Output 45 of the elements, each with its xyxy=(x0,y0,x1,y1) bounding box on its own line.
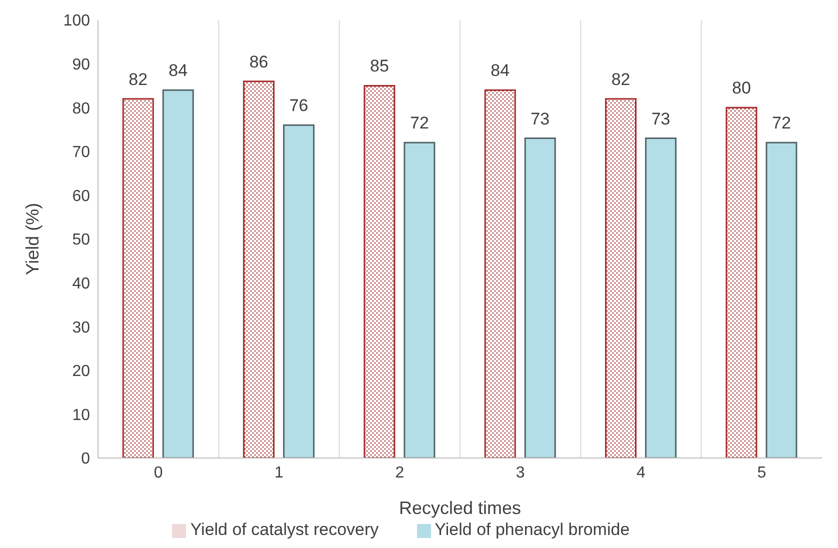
data-label: 73 xyxy=(651,109,670,128)
y-axis-title: Yield (%) xyxy=(22,202,42,276)
bar xyxy=(122,98,154,458)
y-tick-label: 80 xyxy=(72,100,90,118)
data-label: 76 xyxy=(289,96,308,116)
bar xyxy=(645,138,677,458)
x-axis-title: Recycled times xyxy=(398,498,522,518)
data-label: 80 xyxy=(732,78,751,98)
data-label: 85 xyxy=(370,56,389,76)
data-label: 72 xyxy=(772,114,791,133)
x-tick-label: 5 xyxy=(757,464,766,482)
data-label: 72 xyxy=(410,114,429,133)
data-label: 84 xyxy=(168,61,188,80)
data-label: 73 xyxy=(530,109,550,128)
legend-label: Yield of phenacyl bromide xyxy=(434,520,630,539)
bar xyxy=(243,80,275,458)
bar xyxy=(726,106,758,458)
y-tick-label: 90 xyxy=(72,56,90,74)
y-tick-label: 50 xyxy=(72,232,90,249)
data-label: 82 xyxy=(128,70,148,89)
x-tick-label: 0 xyxy=(154,464,163,482)
bar xyxy=(766,142,798,458)
y-tick-label: 100 xyxy=(63,12,90,30)
data-label: 82 xyxy=(611,70,630,89)
y-tick-label: 0 xyxy=(81,450,90,468)
x-tick-label: 4 xyxy=(636,464,646,482)
y-tick-label: 70 xyxy=(72,144,90,162)
y-tick-label: 20 xyxy=(72,363,90,380)
bar xyxy=(605,98,637,458)
data-label: 84 xyxy=(490,61,510,80)
bar xyxy=(364,84,396,458)
y-tick-label: 30 xyxy=(72,319,90,336)
y-tick-label: 60 xyxy=(72,188,90,205)
bar xyxy=(283,124,315,458)
bar xyxy=(524,138,556,458)
x-tick-label: 3 xyxy=(516,464,525,482)
bar xyxy=(162,89,194,458)
bar xyxy=(404,142,436,458)
data-label: 86 xyxy=(249,52,268,72)
x-tick-label: 2 xyxy=(395,464,404,482)
x-tick-label: 1 xyxy=(274,464,284,482)
y-tick-label: 40 xyxy=(72,275,90,292)
y-tick-label: 10 xyxy=(72,406,90,424)
legend-label: Yield of catalyst recovery xyxy=(190,520,379,539)
bar xyxy=(484,89,516,458)
